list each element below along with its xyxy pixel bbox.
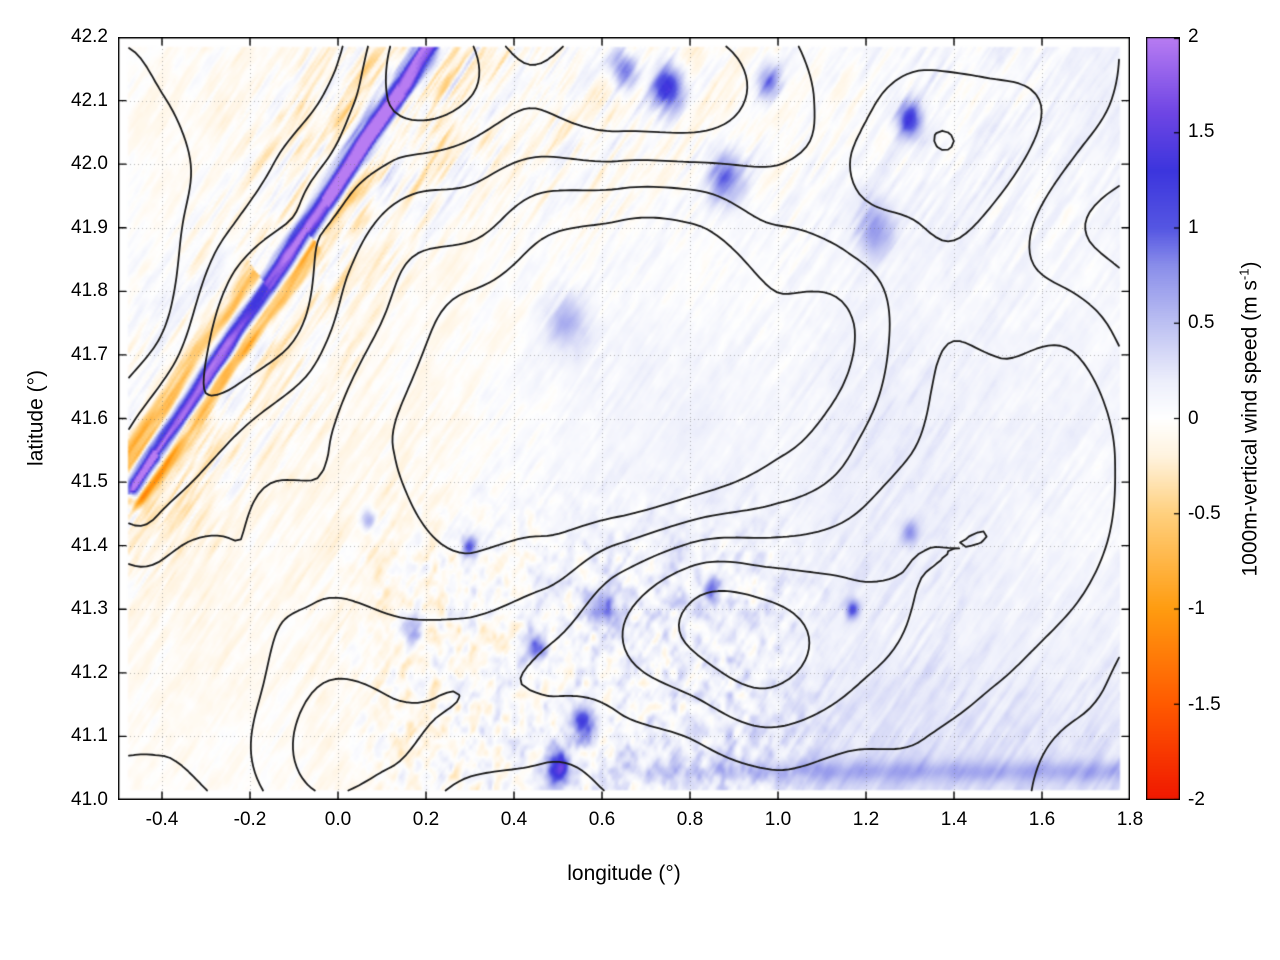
colorbar-tick-label: -2	[1188, 789, 1205, 810]
y-tick-label: 41.3	[71, 598, 108, 620]
y-tick-label: 41.1	[71, 725, 108, 747]
colorbar-tick-label: -1.5	[1188, 693, 1221, 715]
x-tick-label: 1.4	[940, 809, 968, 830]
y-tick-label: 41.2	[71, 661, 108, 683]
y-tick-label: 41.9	[71, 216, 108, 238]
y-axis-label: latitude (°)	[24, 369, 47, 466]
x-tick-label: -0.2	[233, 809, 267, 830]
colorbar-label-prefix: 1000m-vertical wind speed (m s	[1238, 279, 1261, 577]
x-tick-label: 0.8	[676, 809, 704, 830]
colorbar-axis-label: 1000m-vertical wind speed (m s-1)	[1236, 37, 1262, 800]
colorbar-tick-label: 1	[1188, 216, 1199, 238]
colorbar-label-suffix: )	[1238, 261, 1261, 268]
y-tick-label: 41.7	[71, 343, 108, 365]
colorbar-tick-label: 2	[1188, 26, 1199, 47]
x-tick-label: 1.0	[764, 809, 792, 830]
x-tick-label: 0.0	[324, 809, 352, 830]
colorbar-label-superscript: -1	[1236, 268, 1251, 280]
x-tick-label: 0.4	[500, 809, 528, 830]
y-tick-label: 42.2	[71, 26, 108, 47]
y-tick-label: 41.4	[71, 534, 108, 556]
colorbar-tick-label: -1	[1188, 598, 1205, 620]
colorbar-tick-label: 1.5	[1188, 121, 1215, 143]
y-tick-label: 41.6	[71, 407, 108, 429]
colorbar-tick-label: 0	[1188, 407, 1199, 429]
heatmap-plot-canvas	[118, 37, 1130, 800]
x-tick-label: 0.6	[588, 809, 616, 830]
y-tick-label: 42.0	[71, 153, 108, 175]
x-tick-label: 0.2	[412, 809, 440, 830]
x-tick-label: -0.4	[145, 809, 179, 830]
y-tick-label: 41.0	[71, 789, 108, 810]
x-tick-label: 1.2	[852, 809, 880, 830]
colorbar-tick-label: 0.5	[1188, 312, 1215, 334]
y-tick-label: 41.8	[71, 280, 108, 302]
x-axis-label: longitude (°)	[567, 862, 681, 885]
x-tick-label: 1.6	[1028, 809, 1056, 830]
y-tick-label: 41.5	[71, 471, 108, 493]
colorbar-tick-label: -0.5	[1188, 502, 1221, 524]
x-tick-label: 1.8	[1116, 809, 1144, 830]
y-tick-label: 42.1	[71, 89, 108, 111]
colorbar-gradient	[1146, 37, 1180, 800]
